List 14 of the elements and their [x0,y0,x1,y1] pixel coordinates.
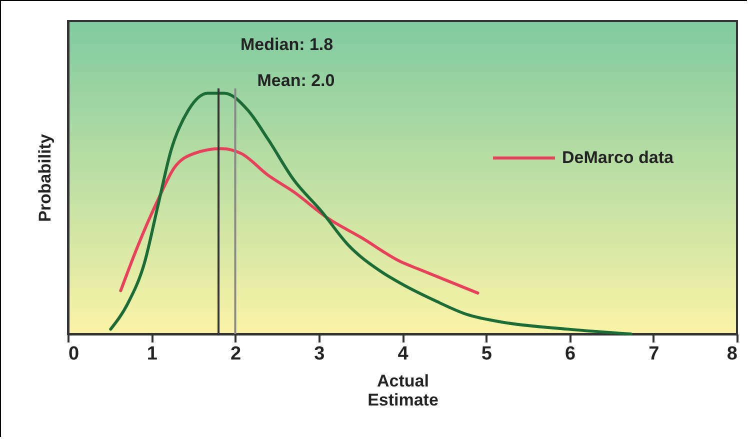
x-tick-label: 6 [564,344,576,364]
ref-line-label: Mean: 2.0 [257,71,335,90]
x-tick-label: 5 [481,344,492,364]
x-tick-label: 1 [146,344,158,364]
x-tick-label: 2 [230,344,242,364]
x-tick-label: 8 [726,344,738,364]
x-tick-label: 0 [68,344,80,364]
x-tick-label: 7 [648,344,660,364]
x-tick-label: 4 [398,344,409,364]
legend-label: DeMarco data [562,148,674,167]
y-axis-title: Probability [36,134,54,222]
x-tick-label: 3 [314,344,325,364]
x-axis-title: Actual Estimate [368,372,438,410]
ref-line-label: Median: 1.8 [240,35,334,54]
